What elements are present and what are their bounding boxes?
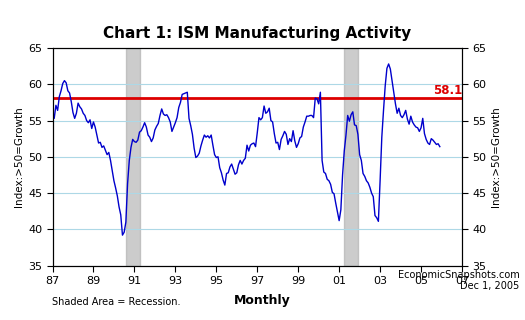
Bar xyxy=(344,48,358,266)
Bar xyxy=(126,48,140,266)
Y-axis label: Index:>50=Growth: Index:>50=Growth xyxy=(491,107,501,207)
Y-axis label: Index:>50=Growth: Index:>50=Growth xyxy=(14,107,24,207)
Text: Monthly: Monthly xyxy=(234,294,291,307)
Title: Chart 1: ISM Manufacturing Activity: Chart 1: ISM Manufacturing Activity xyxy=(103,26,412,41)
Text: EconomicSnapshots.com
Dec 1, 2005: EconomicSnapshots.com Dec 1, 2005 xyxy=(398,269,520,291)
Text: Shaded Area = Recession.: Shaded Area = Recession. xyxy=(52,297,181,307)
Text: 58.1: 58.1 xyxy=(433,84,463,97)
